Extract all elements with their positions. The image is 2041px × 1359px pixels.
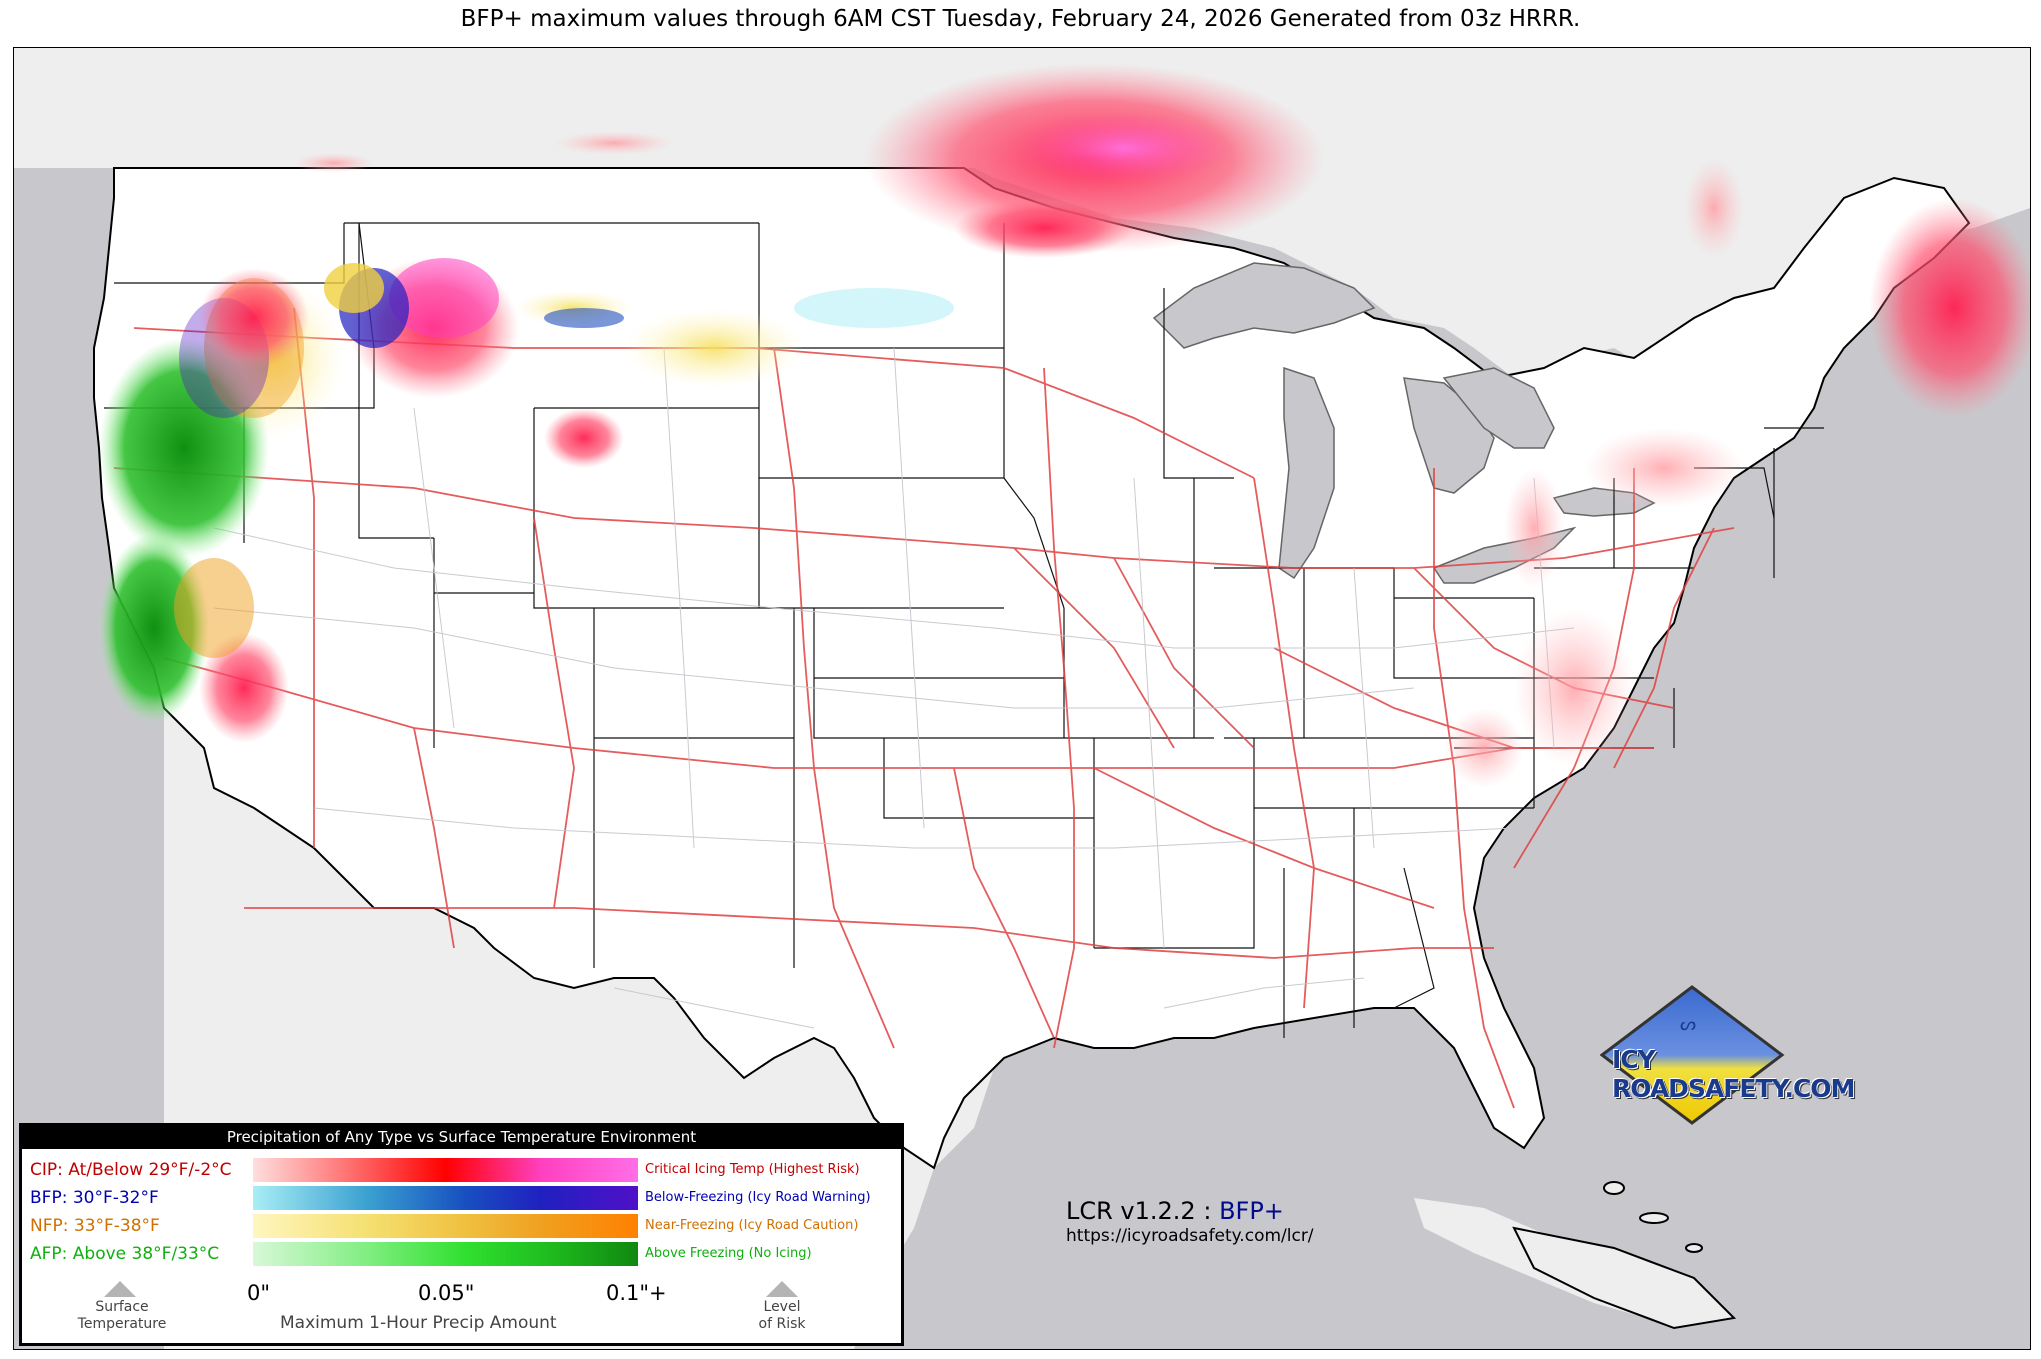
legend-bar-nfp bbox=[253, 1214, 638, 1238]
surface-temp-label-line1: Surface bbox=[95, 1299, 149, 1315]
product-url[interactable]: https://icyroadsafety.com/lcr/ bbox=[1066, 1226, 1314, 1246]
map-title: BFP+ maximum values through 6AM CST Tues… bbox=[460, 6, 1581, 32]
surface-temp-label: Surface Temperature bbox=[57, 1299, 187, 1333]
legend-label-nfp: NFP: 33°F-38°F bbox=[30, 1216, 160, 1236]
risk-level-label-line1: Level bbox=[763, 1299, 801, 1315]
legend-row-bfp: BFP: 30°F-32°F Below-Freezing (Icy Road … bbox=[22, 1186, 895, 1212]
tick-005: 0.05" bbox=[418, 1281, 475, 1305]
legend-desc-bfp: Below-Freezing (Icy Road Warning) bbox=[645, 1190, 871, 1205]
risk-level-label-line2: of Risk bbox=[758, 1316, 806, 1332]
map-panel[interactable] bbox=[13, 47, 2031, 1350]
risk-level-label: Level of Risk bbox=[742, 1299, 822, 1333]
caribbean-islands bbox=[1512, 1181, 1737, 1330]
tick-0: 0" bbox=[247, 1281, 271, 1305]
map-canvas bbox=[14, 48, 2030, 1349]
precip-overlay bbox=[99, 63, 2030, 788]
great-lakes bbox=[1152, 262, 1656, 584]
legend-row-nfp: NFP: 33°F-38°F Near-Freezing (Icy Road C… bbox=[22, 1214, 895, 1240]
legend-x-label: Maximum 1-Hour Precip Amount bbox=[280, 1313, 557, 1333]
surface-temp-label-line2: Temperature bbox=[77, 1316, 167, 1332]
legend-bar-bfp bbox=[253, 1186, 638, 1210]
product-label: LCR v1.2.2 : BFP+ bbox=[1066, 1197, 1284, 1225]
legend-panel: Precipitation of Any Type vs Surface Tem… bbox=[19, 1123, 904, 1346]
legend-bar-afp bbox=[253, 1242, 638, 1266]
legend-row-cip: CIP: At/Below 29°F/-2°C Critical Icing T… bbox=[22, 1158, 895, 1184]
legend-label-cip: CIP: At/Below 29°F/-2°C bbox=[30, 1160, 232, 1180]
legend-row-afp: AFP: Above 38°F/33°C Above Freezing (No … bbox=[22, 1242, 895, 1268]
legend-desc-cip: Critical Icing Temp (Highest Risk) bbox=[645, 1162, 860, 1177]
legend-desc-nfp: Near-Freezing (Icy Road Caution) bbox=[645, 1218, 859, 1233]
logo-text: ICY ROADSAFETY.COM bbox=[1612, 1045, 1855, 1103]
legend-label-afp: AFP: Above 38°F/33°C bbox=[30, 1244, 220, 1264]
risk-level-arrow-icon bbox=[766, 1281, 798, 1297]
svg-text:ᔕ: ᔕ bbox=[1680, 1014, 1696, 1035]
legend-header: Precipitation of Any Type vs Surface Tem… bbox=[22, 1126, 901, 1149]
secondary-roads bbox=[213, 347, 1575, 1029]
product-version: LCR v1.2.2 : bbox=[1066, 1197, 1212, 1225]
legend-bar-cip bbox=[253, 1158, 638, 1182]
icy-road-safety-logo-icon: ᔕ bbox=[1600, 985, 1785, 1125]
product-name: BFP+ bbox=[1219, 1197, 1284, 1225]
legend-desc-afp: Above Freezing (No Icing) bbox=[645, 1246, 812, 1261]
surface-temp-arrow-icon bbox=[104, 1281, 136, 1297]
tick-01: 0.1"+ bbox=[606, 1281, 667, 1305]
legend-label-bfp: BFP: 30°F-32°F bbox=[30, 1188, 159, 1208]
